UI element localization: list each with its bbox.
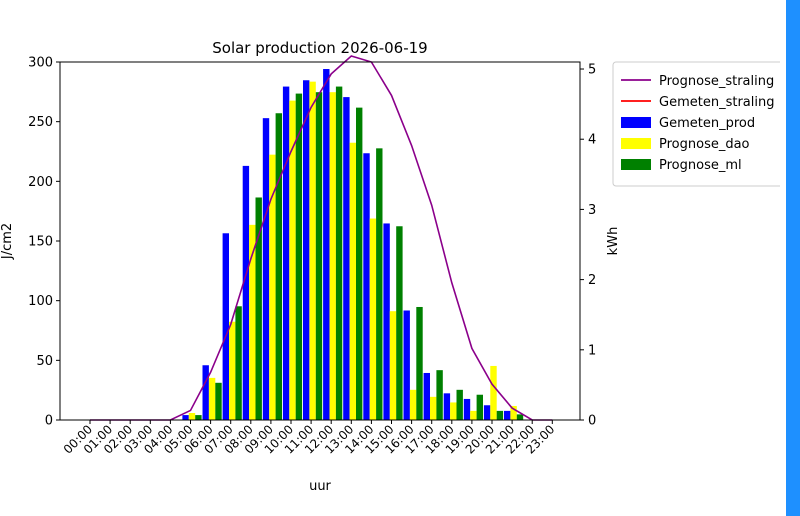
y-right-tick-label: 5 (588, 63, 596, 78)
bar-prognose-dao (229, 321, 236, 420)
legend-box (612, 61, 780, 187)
bar-prognose-ml (215, 382, 222, 420)
legend-label: Prognose_dao (659, 137, 750, 152)
bar-gemeten-prod (403, 310, 410, 420)
y-right-tick-label: 0 (588, 414, 596, 429)
bar-gemeten-prod (423, 372, 430, 420)
bar-prognose-ml (356, 107, 363, 420)
y-left-tick-label: 300 (28, 56, 53, 71)
window-edge-strip (782, 0, 800, 516)
y-left-tick-label: 0 (45, 414, 53, 429)
bar-prognose-ml (315, 92, 323, 421)
x-axis: 00:0001:0002:0003:0004:0005:0006:0007:00… (61, 420, 557, 457)
legend: Prognose_straling Gemeten_straling Gemeten… (612, 61, 780, 187)
bar-prognose-ml (255, 197, 262, 420)
bar-prognose-ml (416, 306, 423, 420)
bar-prognose-dao (510, 405, 517, 420)
legend-label: Gemeten_straling (659, 95, 774, 110)
legend-patch-swatch (621, 159, 651, 170)
y-right-tick-label: 1 (588, 343, 596, 358)
y-right-tick-label: 2 (588, 273, 596, 288)
bar-prognose-ml (516, 414, 524, 420)
bar-gemeten-prod (323, 69, 330, 421)
bar-gemeten-prod (262, 118, 270, 420)
legend-label: Prognose_ml (659, 158, 742, 173)
bar-gemeten-prod (463, 398, 471, 420)
y-right-tick-label: 4 (588, 133, 596, 148)
bar-gemeten-prod (303, 80, 310, 420)
chart-title: Solar production 2026-06-19 (212, 39, 427, 57)
y-right-tick-label: 3 (588, 203, 596, 218)
bar-prognose-ml (195, 415, 202, 420)
bar-gemeten-prod (383, 223, 390, 420)
y-left-tick-label: 200 (28, 175, 53, 190)
bar-prognose-ml (376, 148, 383, 420)
bar-prognose-dao (389, 311, 397, 420)
bar-gemeten-prod (363, 153, 370, 420)
y-left-tick-label: 150 (28, 235, 53, 250)
bar-prognose-dao (470, 410, 477, 420)
bar-prognose-dao (349, 142, 356, 421)
bar-gemeten-prod (222, 233, 229, 420)
y-axis-left-label: J/cm2 (0, 223, 15, 260)
bar-gemeten-prod (242, 165, 250, 420)
y-left-tick-label: 250 (28, 115, 53, 130)
bar-gemeten-prod (202, 365, 209, 420)
bar-prognose-dao (329, 92, 336, 421)
bar-prognose-ml (275, 113, 282, 421)
y-axis-right: 0 1 2 3 4 5 (580, 63, 596, 429)
bar-prognose-dao (450, 402, 457, 420)
bar-gemeten-prod (343, 97, 350, 420)
bar-prognose-dao (409, 389, 417, 420)
plot-area (59, 55, 581, 421)
bar-prognose-ml (295, 93, 303, 420)
bar-gemeten-prod (504, 410, 511, 420)
bar-gemeten-prod (282, 86, 290, 420)
bars-layer (182, 69, 524, 421)
y-axis-left: 0 50 100 150 200 250 300 (28, 56, 60, 429)
bar-prognose-ml (476, 394, 483, 420)
y-axis-right-label: kWh (606, 227, 621, 256)
bar-prognose-ml (235, 306, 242, 420)
y-left-tick-label: 100 (28, 294, 53, 309)
x-axis-label: uur (309, 479, 331, 494)
bar-prognose-dao (289, 100, 296, 421)
bar-gemeten-prod (182, 415, 189, 420)
bar-prognose-ml (456, 389, 463, 420)
bar-prognose-dao (490, 365, 497, 420)
legend-label: Prognose_straling (659, 74, 774, 89)
bar-prognose-ml (436, 370, 443, 420)
legend-patch-swatch (621, 117, 651, 128)
bar-prognose-ml (335, 86, 343, 420)
legend-label: Gemeten_prod (659, 116, 755, 131)
bar-gemeten-prod (483, 405, 491, 420)
bar-prognose-ml (496, 410, 504, 420)
legend-patch-swatch (621, 138, 651, 149)
bar-prognose-dao (430, 396, 437, 420)
bar-prognose-dao (369, 218, 377, 420)
bar-prognose-dao (188, 412, 196, 420)
bar-prognose-ml (396, 226, 403, 420)
bar-gemeten-prod (443, 393, 451, 420)
bar-prognose-dao (309, 81, 316, 421)
solar-production-chart: Solar production 2026-06-19 00:0001:0002… (0, 39, 780, 494)
y-left-tick-label: 50 (36, 354, 53, 369)
window-edge-divider (782, 0, 786, 516)
bar-prognose-dao (208, 377, 216, 420)
bar-prognose-dao (249, 224, 256, 420)
bar-prognose-dao (269, 154, 276, 420)
